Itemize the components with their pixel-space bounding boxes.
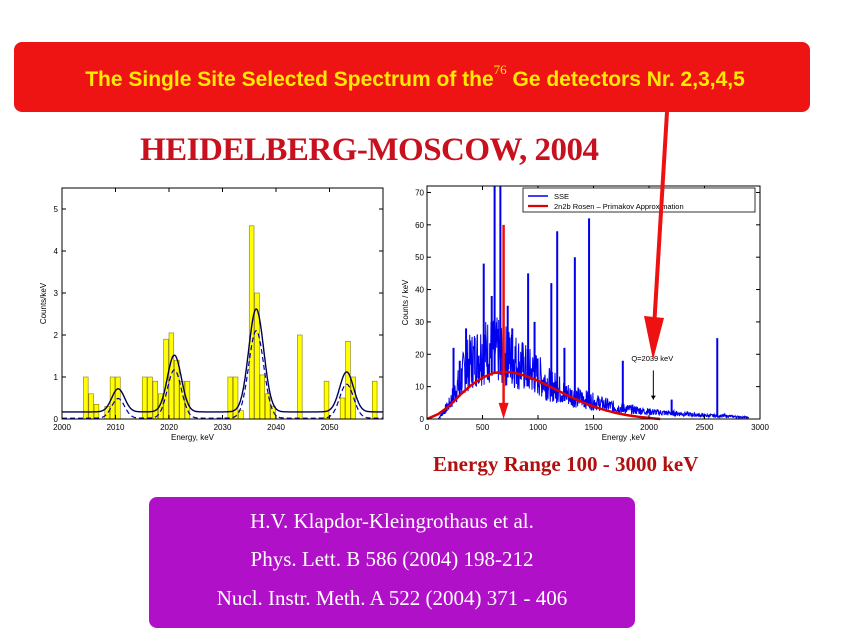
reference-box: H.V. Klapdor-Kleingrothaus et al. Phys. … [149, 497, 635, 628]
y-tick-label-2: 20 [415, 350, 424, 359]
histogram-bar-7 [147, 376, 153, 420]
x-tick-label-1: 2010 [107, 423, 125, 432]
legend-label-0: SSE [554, 192, 569, 201]
sse-spectrum-line [437, 317, 750, 419]
histogram-bar-6 [141, 376, 148, 420]
reference-citation-2: Nucl. Instr. Meth. A 522 (2004) 371 - 40… [216, 586, 568, 610]
x-axis-label: Energy ,keV [602, 433, 646, 442]
histogram-bar-0 [83, 376, 89, 420]
histogram-bar-16 [232, 376, 239, 420]
x-tick-label-3: 1500 [585, 423, 603, 432]
y-tick-label-3: 30 [415, 318, 424, 327]
y-tick-label-3: 3 [54, 289, 59, 298]
x-tick-label-4: 2000 [640, 423, 658, 432]
x-tick-label-5: 2500 [696, 423, 714, 432]
banner-title: The Single Site Selected Spectrum of the… [20, 62, 810, 92]
x-tick-label-5: 2050 [321, 423, 339, 432]
arrow-to-fit-max-head [498, 402, 509, 419]
y-tick-label-5: 5 [54, 205, 59, 214]
x-tick-label-6: 3000 [751, 423, 769, 432]
legend-label-1: 2n2b Rosen – Primakov Approximation [554, 202, 684, 211]
rosen-primakov-fit-curve [426, 370, 661, 421]
x-tick-label-2: 1000 [529, 423, 547, 432]
y-axis-label: Counts/keV [39, 282, 48, 324]
x-tick-label-4: 2040 [267, 423, 285, 432]
isotope-superscript: 76 [493, 62, 507, 77]
histogram-bar-4 [109, 376, 116, 420]
histogram-bar-1 [88, 393, 94, 420]
q-value-pointer-head [650, 395, 656, 400]
q-value-annotation: Q=2039 keV [631, 354, 673, 363]
y-tick-label-6: 60 [415, 221, 424, 230]
y-tick-label-7: 70 [415, 188, 424, 197]
plot-frame [426, 185, 761, 420]
y-tick-label-1: 1 [54, 373, 59, 382]
y-tick-label-2: 2 [54, 331, 59, 340]
histogram-bar-15 [227, 376, 233, 420]
reference-citation-1: Phys. Lett. B 586 (2004) 198-212 [250, 547, 534, 571]
y-tick-label-1: 10 [415, 383, 424, 392]
histogram-bar-11 [168, 332, 175, 420]
histogram-bar-12 [174, 359, 180, 420]
collaboration-title: HEIDELBERG-MOSCOW, 2004 [140, 132, 599, 168]
reference-authors: H.V. Klapdor-Kleingrothaus et al. [250, 509, 534, 533]
left-zoom-histogram: 2000 2010 2020 2030 2040 2050 0 1 2 3 4 5 Energy, ke… [39, 187, 384, 442]
histogram-bar-25 [339, 397, 346, 420]
title-banner: The Single Site Selected Spectrum of the… [14, 42, 810, 112]
y-tick-label-4: 40 [415, 286, 424, 295]
right-full-spectrum-chart: Q=2039 keV 0 500 1000 1500 2000 2500 3000 0 10 20 3… [401, 185, 769, 442]
banner-text-after: Ge detectors Nr. 2,3,4,5 [506, 68, 745, 91]
energy-range-label: Energy Range 100 - 3000 keV [433, 452, 699, 476]
histogram-bar-23 [297, 334, 303, 420]
banner-text-before: The Single Site Selected Spectrum of the [85, 68, 494, 91]
x-tick-label-3: 2030 [214, 423, 232, 432]
x-tick-label-1: 500 [476, 423, 490, 432]
y-tick-label-4: 4 [54, 247, 59, 256]
y-axis-label: Counts / keV [401, 279, 410, 325]
x-axis-label: Energy, keV [171, 433, 215, 442]
histogram-bar-26 [345, 341, 351, 420]
histogram-bar-24 [323, 380, 330, 420]
x-tick-label-0: 2000 [53, 423, 71, 432]
histogram-bar-28 [371, 380, 378, 420]
histogram-bar-8 [152, 380, 158, 420]
fit-curve-solid [62, 308, 383, 413]
y-tick-label-0: 0 [420, 415, 425, 424]
y-tick-label-5: 50 [415, 253, 424, 262]
legend-box [522, 187, 756, 213]
x-tick-label-2: 2020 [160, 423, 178, 432]
x-tick-label-0: 0 [425, 423, 430, 432]
histogram-bar-20 [259, 374, 266, 420]
y-tick-label-0: 0 [54, 415, 59, 424]
